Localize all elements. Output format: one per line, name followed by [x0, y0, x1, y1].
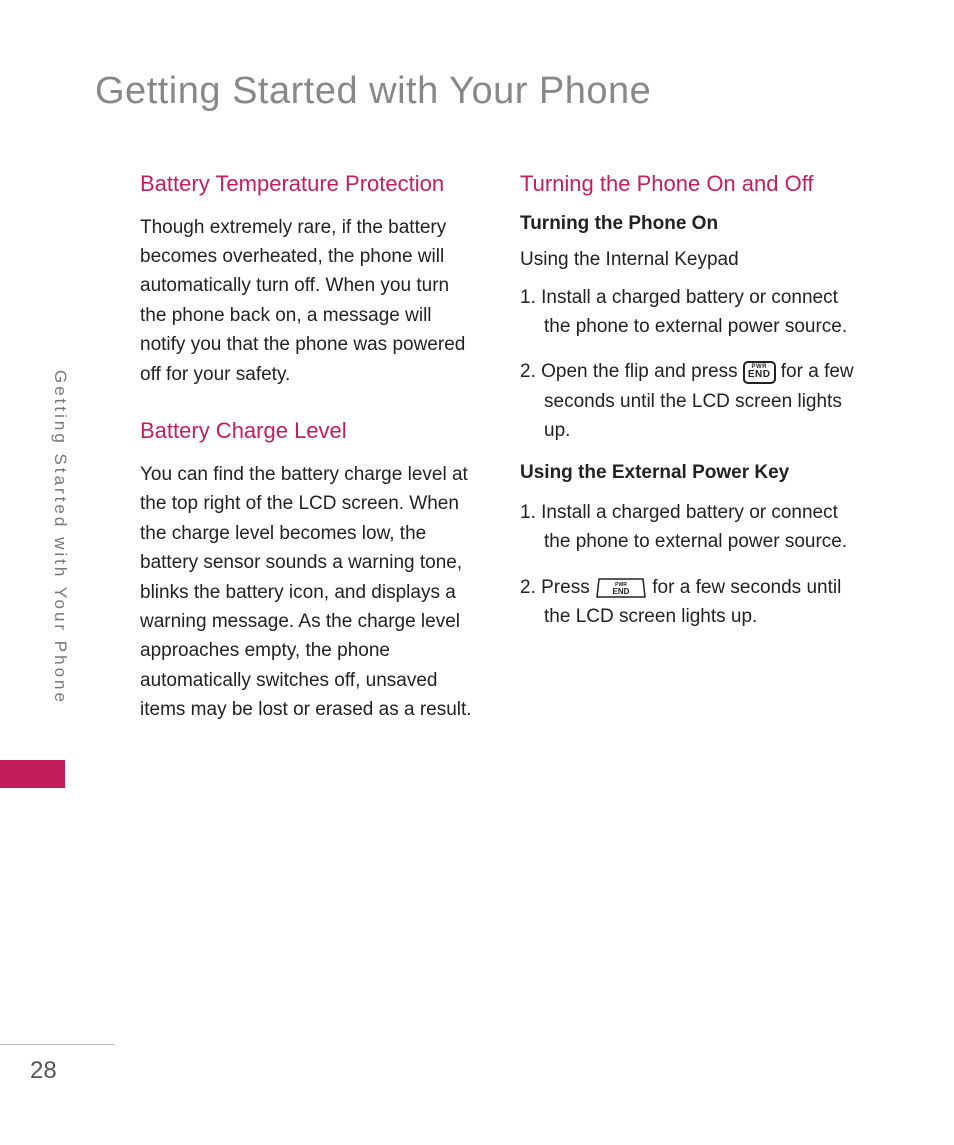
left-column: Battery Temperature Protection Though ex… — [140, 170, 480, 753]
right-column: Turning the Phone On and Off Turning the… — [520, 170, 860, 753]
step-text: 2. Open the flip and press — [520, 361, 743, 382]
sidebar-tab-marker — [0, 760, 65, 788]
subheading-turning-on: Turning the Phone On — [520, 213, 860, 235]
page-title: Getting Started with Your Phone — [95, 70, 651, 113]
step-text: 2. Press — [520, 577, 595, 598]
heading-battery-charge: Battery Charge Level — [140, 417, 480, 446]
footer-divider — [0, 1044, 115, 1045]
pwr-end-key-icon: PWR END — [743, 361, 776, 384]
heading-turning-on-off: Turning the Phone On and Off — [520, 170, 860, 199]
external-pwr-end-key-icon: PWR END — [595, 577, 647, 599]
svg-text:END: END — [613, 587, 630, 596]
step-internal-2: 2. Open the flip and press PWR END for a… — [520, 357, 860, 445]
subheading-external-key: Using the External Power Key — [520, 462, 860, 484]
step-external-1: 1. Install a charged battery or connect … — [520, 498, 860, 557]
subheading-internal-keypad: Using the Internal Keypad — [520, 249, 860, 271]
sidebar-section-label: Getting Started with Your Phone — [50, 370, 70, 705]
paragraph-battery-temp: Though extremely rare, if the battery be… — [140, 213, 480, 390]
content-area: Battery Temperature Protection Though ex… — [140, 170, 860, 753]
key-label-end: END — [748, 370, 771, 380]
step-internal-1: 1. Install a charged battery or connect … — [520, 283, 860, 342]
page-number: 28 — [30, 1057, 57, 1085]
step-external-2: 2. Press PWR END for a few seconds until… — [520, 573, 860, 632]
heading-battery-temp: Battery Temperature Protection — [140, 170, 480, 199]
paragraph-battery-charge: You can find the battery charge level at… — [140, 460, 480, 725]
